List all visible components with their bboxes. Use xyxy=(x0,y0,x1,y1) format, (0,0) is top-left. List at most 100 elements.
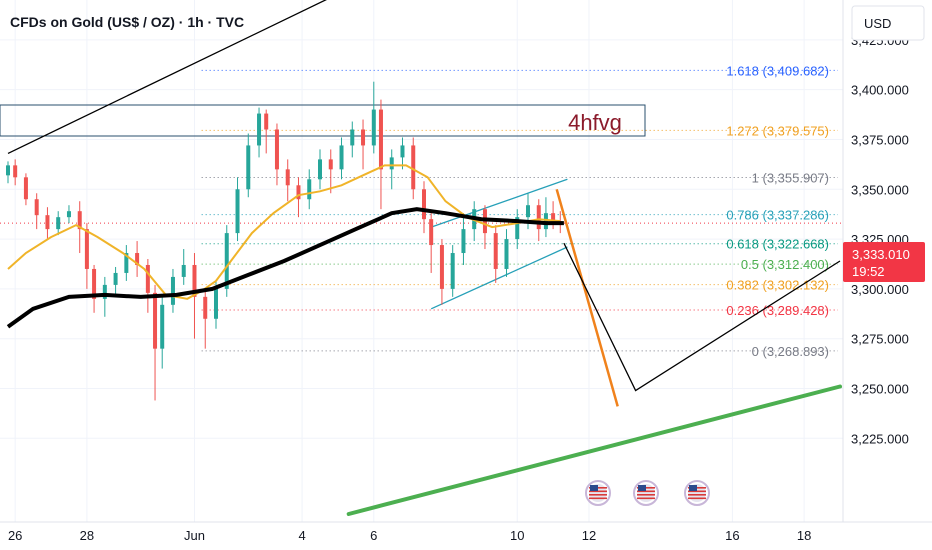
flag-icon-canton xyxy=(590,485,598,491)
fib-label-0.382: 0.382 (3,302.132) xyxy=(726,278,829,293)
trend-lines xyxy=(7,0,568,310)
y-tick-label: 3,300.000 xyxy=(851,282,909,297)
projection-black-line xyxy=(563,242,841,392)
x-tick-label: 18 xyxy=(797,528,811,543)
candle-body xyxy=(429,219,434,246)
candle-body xyxy=(102,284,107,299)
fvg-zone: 4hfvg xyxy=(0,104,646,137)
us-flag-event-icon xyxy=(633,480,659,506)
time-axis[interactable]: 26 28 Jun 4 6 10 12 16 18 xyxy=(0,521,932,550)
moving-averages xyxy=(6,164,564,329)
candle-body xyxy=(389,157,394,170)
x-ticks: 26 28 Jun 4 6 10 12 16 18 xyxy=(8,528,811,543)
flag-icon-canton xyxy=(638,485,646,491)
y-tick-label: 3,275.000 xyxy=(851,332,909,347)
candle-body xyxy=(192,264,197,297)
fib-label-0.786: 0.786 (3,337.286) xyxy=(726,208,829,223)
candle-body xyxy=(371,109,376,146)
projections xyxy=(346,188,842,516)
candle-body xyxy=(181,264,186,277)
candle-body xyxy=(422,189,426,220)
current-price-value: 3,333.010 xyxy=(852,247,910,262)
candle-body xyxy=(285,169,290,186)
flag-icon-stripe xyxy=(637,497,655,500)
candle-body xyxy=(400,145,405,158)
candle-body xyxy=(66,211,71,218)
candle-body xyxy=(23,177,28,200)
flag-icon-canton xyxy=(689,485,697,491)
candle-body xyxy=(536,205,541,230)
candle-body xyxy=(307,179,312,200)
candle-body xyxy=(526,205,530,218)
fvg-label: 4hfvg xyxy=(568,110,622,135)
x-tick-label: 28 xyxy=(80,528,94,543)
candle-body xyxy=(318,159,322,180)
candle-body xyxy=(493,233,498,269)
current-price-countdown: 19:52 xyxy=(852,264,885,279)
x-tick-label: 12 xyxy=(582,528,596,543)
time-axis-bg xyxy=(0,522,932,550)
candle-body xyxy=(34,199,39,216)
fast-ma-line xyxy=(7,164,561,300)
candle-body xyxy=(214,288,218,319)
x-tick-label: 16 xyxy=(725,528,739,543)
y-tick-label: 3,250.000 xyxy=(851,382,909,397)
chart-title: CFDs on Gold (US$ / OZ) · 1h · TVC xyxy=(10,14,244,30)
flag-icon-stripe xyxy=(637,490,655,493)
y-tick-label: 3,400.000 xyxy=(851,83,909,98)
trend-line-black xyxy=(7,0,327,154)
candle-body xyxy=(13,165,18,178)
candle-body xyxy=(203,296,208,319)
candle-body xyxy=(450,253,455,289)
y-tick-label: 3,225.000 xyxy=(851,431,909,446)
fib-label-1.272: 1.272 (3,379.575) xyxy=(726,123,829,138)
y-tick-label: 3,350.000 xyxy=(851,182,909,197)
currency-text: USD xyxy=(864,16,891,31)
candle-body xyxy=(113,272,118,285)
current-price-bg xyxy=(843,242,925,282)
flag-icon-stripe xyxy=(688,497,706,500)
event-icons xyxy=(585,480,710,506)
candle-body xyxy=(411,145,416,190)
x-tick-label: 26 xyxy=(8,528,22,543)
us-flag-event-icon xyxy=(684,480,710,506)
candle-body xyxy=(439,245,444,289)
candle-body xyxy=(92,268,97,299)
candle-body xyxy=(350,129,355,146)
candle-body xyxy=(328,159,333,170)
candle-body xyxy=(145,264,150,293)
candle-body xyxy=(45,215,50,230)
candle-body xyxy=(235,189,240,234)
x-tick-label: 4 xyxy=(298,528,305,543)
us-flag-event-icon xyxy=(585,480,611,506)
slow-ma-line xyxy=(6,207,564,329)
candle-body xyxy=(77,211,82,230)
y-ticks: 3,425.0003,400.0003,375.0003,350.0003,32… xyxy=(851,33,909,446)
candle-body xyxy=(153,292,158,349)
fib-label-0.618: 0.618 (3,322.668) xyxy=(726,237,829,252)
candle-body xyxy=(361,129,366,146)
projection-orange-line xyxy=(555,188,619,407)
flag-icon-stripe xyxy=(688,494,706,496)
candle-body xyxy=(339,145,344,170)
fib-label-0: 0 (3,268.893) xyxy=(752,344,829,359)
candle-body xyxy=(551,213,556,222)
support-line xyxy=(346,384,842,516)
flag-icon-stripe xyxy=(589,497,607,500)
fib-label-1: 1 (3,355.907) xyxy=(752,171,829,186)
currency-label[interactable]: USD xyxy=(851,5,925,41)
candle-body xyxy=(504,239,509,269)
flag-icon-stripe xyxy=(688,490,706,493)
candle-body xyxy=(378,109,383,170)
flag-icon-stripe xyxy=(589,490,607,493)
candle-body xyxy=(84,229,89,269)
channel-line-0 xyxy=(430,178,568,228)
x-tick-label: 10 xyxy=(510,528,524,543)
currency-box xyxy=(851,5,925,41)
fib-label-0.5: 0.5 (3,312.400) xyxy=(741,257,829,272)
x-tick-label: Jun xyxy=(184,528,205,543)
fib-label-1.618: 1.618 (3,409.682) xyxy=(726,63,829,78)
channel-line-1 xyxy=(430,246,568,310)
